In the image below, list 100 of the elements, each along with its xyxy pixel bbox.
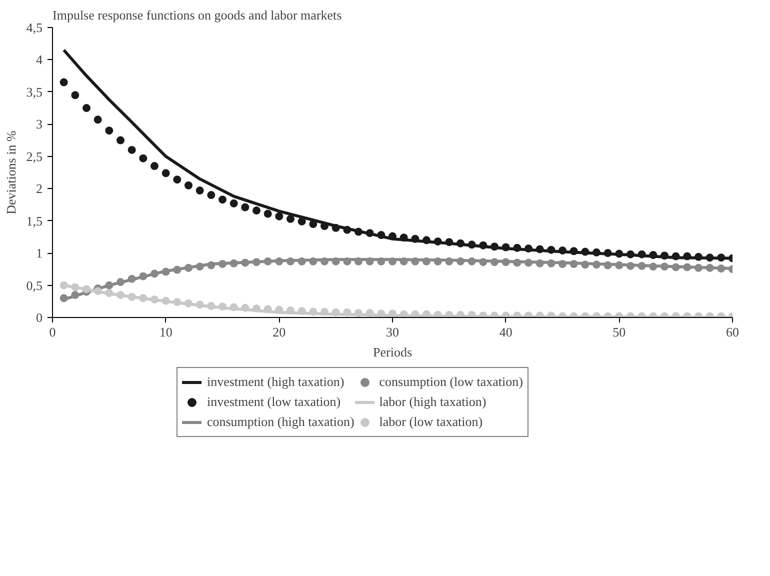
point: [445, 257, 454, 266]
point: [615, 261, 624, 270]
legend-label: investment (high taxation): [206, 374, 344, 390]
y-axis-title: Deviations in %: [3, 130, 18, 214]
point: [241, 258, 250, 267]
point: [366, 229, 374, 238]
x-tick-label: 10: [159, 324, 172, 340]
y-tick-label: 4: [36, 52, 43, 68]
chart-title: Impulse response functions on goods and labor markets: [52, 8, 342, 22]
point: [377, 257, 386, 266]
y-tick-label: 1,5: [26, 213, 42, 228]
point: [286, 214, 294, 223]
point: [615, 250, 624, 258]
point: [570, 247, 578, 256]
point: [264, 210, 272, 218]
point: [275, 306, 284, 314]
point: [683, 263, 692, 272]
point: [513, 258, 522, 267]
point: [354, 308, 362, 317]
point: [638, 262, 646, 270]
point: [626, 250, 634, 258]
point: [524, 244, 532, 253]
y-tick-label: 0,5: [26, 278, 42, 293]
point: [479, 258, 488, 266]
point: [162, 296, 170, 305]
point: [82, 285, 90, 294]
point: [434, 257, 442, 266]
point: [694, 252, 702, 261]
x-tick-label: 60: [726, 324, 739, 340]
point: [286, 257, 294, 266]
x-tick-label: 50: [612, 324, 626, 340]
point: [71, 290, 80, 299]
point: [218, 260, 226, 268]
point: [298, 257, 306, 266]
point: [400, 234, 408, 242]
point: [626, 262, 634, 270]
point: [672, 263, 680, 272]
point: [513, 244, 522, 252]
point: [82, 104, 90, 112]
point: [592, 248, 600, 256]
point: [264, 257, 272, 266]
point: [456, 239, 464, 248]
point: [536, 259, 544, 268]
x-tick-label: 20: [272, 324, 286, 340]
point: [128, 292, 136, 301]
point: [366, 257, 374, 266]
point: [60, 78, 68, 86]
point: [286, 306, 294, 314]
legend-label: labor (low taxation): [379, 414, 483, 430]
point: [468, 257, 476, 266]
point: [558, 246, 566, 254]
point: [604, 249, 612, 258]
y-tick-label: 0: [36, 310, 42, 325]
point: [354, 257, 362, 266]
point: [252, 206, 260, 215]
point: [207, 191, 216, 200]
point: [581, 248, 590, 256]
point: [592, 260, 600, 269]
point: [116, 290, 124, 299]
point: [343, 257, 352, 266]
point: [94, 116, 102, 124]
point: [71, 91, 80, 100]
point: [581, 260, 590, 269]
point: [649, 250, 658, 259]
point: [252, 258, 260, 266]
point: [184, 299, 192, 308]
point: [332, 308, 340, 316]
point: [660, 262, 668, 271]
point: [184, 181, 192, 190]
point: [649, 262, 658, 271]
point: [366, 308, 374, 317]
point: [298, 217, 306, 226]
point: [377, 310, 386, 318]
point: [309, 220, 318, 228]
point: [196, 300, 204, 309]
point: [298, 307, 306, 316]
x-axis-title: Periods: [373, 344, 412, 360]
point: [252, 304, 260, 312]
point: [309, 257, 318, 266]
y-tick-label: 4,5: [26, 20, 42, 35]
point: [207, 302, 216, 310]
point: [377, 231, 386, 240]
legend-label: consumption (low taxation): [379, 374, 523, 390]
point: [570, 260, 578, 268]
point: [128, 146, 136, 154]
point: [71, 283, 80, 292]
point: [558, 260, 566, 268]
point: [638, 250, 646, 258]
point: [173, 266, 182, 274]
legend-label: investment (low taxation): [206, 394, 341, 410]
point: [150, 270, 158, 278]
point: [672, 252, 680, 260]
point: [150, 162, 158, 170]
point: [196, 262, 204, 271]
point: [139, 272, 148, 280]
point: [536, 245, 544, 254]
point: [706, 254, 714, 262]
point: [139, 294, 148, 302]
point: [706, 264, 714, 272]
legend-label: labor (high taxation): [379, 394, 486, 410]
